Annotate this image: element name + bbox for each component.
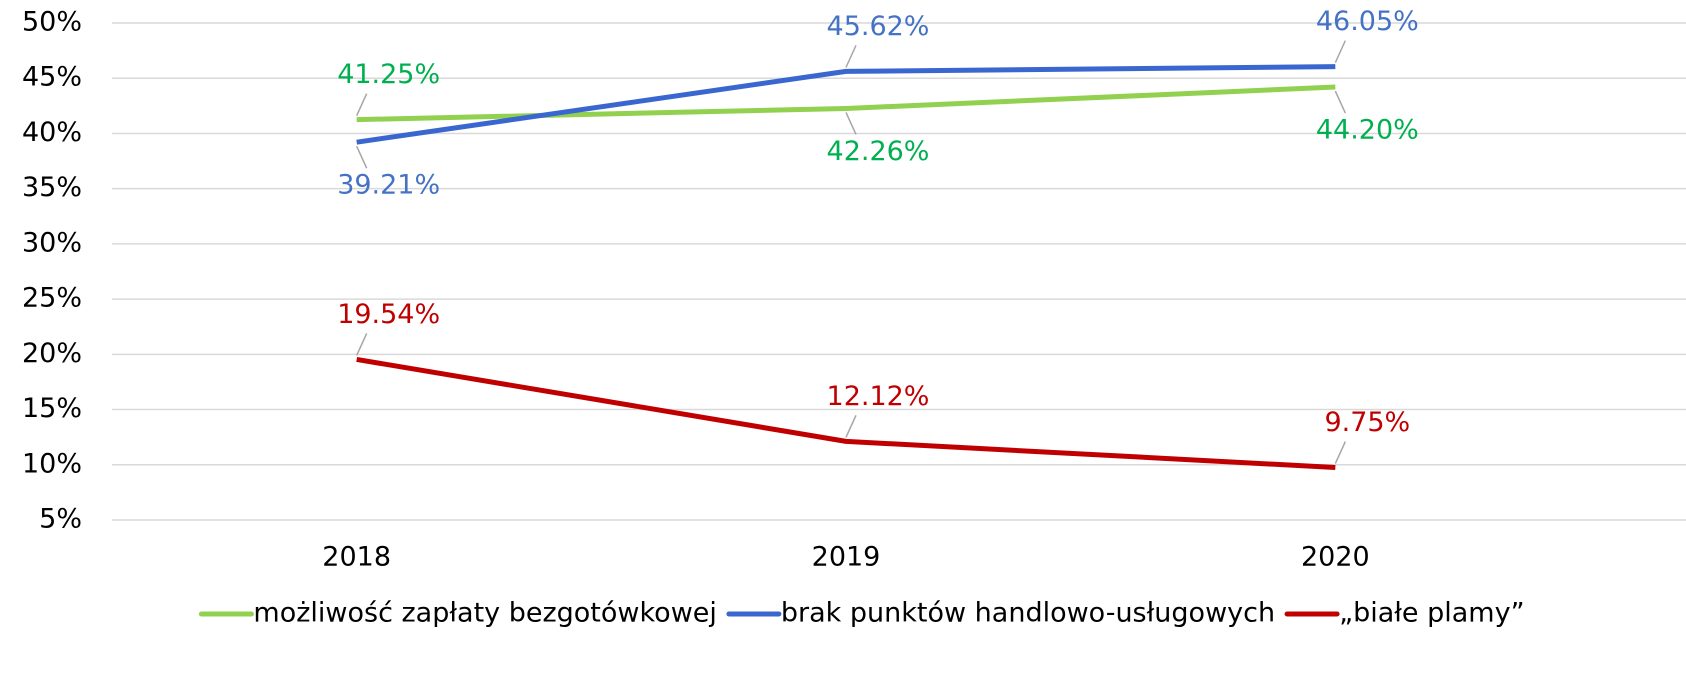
data-label: 12.12% [827,381,930,412]
series-line [356,84,1336,123]
x-tick-label: 2018 [322,542,391,573]
leader-line [355,333,368,356]
legend-label: brak punktów handlowo-usługowych [781,598,1275,629]
data-label: 39.21% [337,170,440,201]
data-label: 19.54% [337,299,440,330]
data-label: 42.26% [827,136,930,167]
legend-label: „białe plamy” [1339,598,1525,629]
y-tick-label: 35% [22,172,82,203]
y-tick-label: 40% [22,117,82,148]
y-tick-label: 20% [22,338,82,369]
legend-label: możliwość zapłaty bezgotówkowej [253,598,716,629]
leader-line [355,145,368,169]
legend: możliwość zapłaty bezgotówkowej brak punk… [198,598,1525,629]
series-line [356,64,1336,145]
y-tick-label: 45% [22,62,82,93]
leader-line [1334,90,1347,114]
y-tick-label: 30% [22,227,82,258]
data-label: 45.62% [827,11,930,42]
y-tick-label: 25% [22,283,82,314]
y-tick-label: 5% [39,504,82,535]
leader-line [845,45,857,68]
series-line [356,356,1336,471]
data-label: 44.20% [1316,115,1419,146]
leader-line [1334,40,1347,63]
y-tick-label: 10% [22,448,82,479]
x-tick-label: 2020 [1301,542,1370,573]
y-tick-label: 50% [22,7,82,38]
leader-line [845,112,857,135]
data-label: 9.75% [1324,407,1410,438]
data-label: 41.25% [337,59,440,90]
y-tick-label: 15% [22,393,82,424]
data-label: 46.05% [1316,6,1419,37]
leader-line [1334,441,1347,464]
leader-line [845,415,857,438]
x-tick-label: 2019 [812,542,881,573]
leader-line [355,93,368,116]
